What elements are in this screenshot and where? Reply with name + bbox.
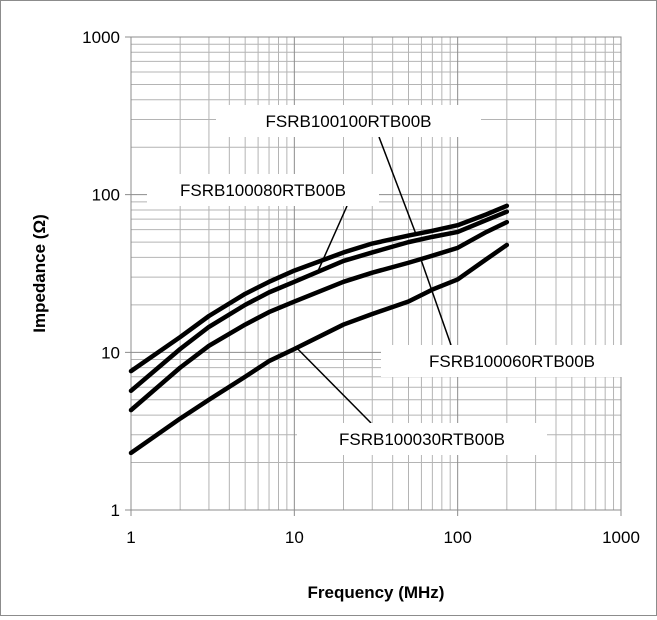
annotation-layer: FSRB100100RTB00B FSRB100080RTB00B FSRB1000…	[147, 105, 643, 455]
plot-area-border	[130, 36, 622, 511]
annotation-label: FSRB100030RTB00B	[339, 430, 505, 449]
y-tick-label: 10	[101, 343, 120, 362]
annotation-leader-line	[420, 260, 452, 346]
y-axis-title: Impedance (Ω)	[30, 214, 49, 333]
annotation-leader-line	[378, 136, 418, 236]
x-tick-label: 100	[443, 528, 471, 547]
x-axis-title: Frequency (MHz)	[308, 583, 445, 602]
series-layer	[128, 203, 510, 456]
annotation-label: FSRB100080RTB00B	[180, 181, 346, 200]
y-tick-label: 1	[111, 501, 120, 520]
x-tick-label: 10	[285, 528, 304, 547]
annotation-label: FSRB100060RTB00B	[429, 352, 595, 371]
y-tick-label: 1000	[82, 28, 120, 47]
series-line-1	[128, 203, 510, 374]
x-tick-label: 1000	[602, 528, 640, 547]
tick-labels: 1 10 100 1000 1 10 100 1000	[82, 28, 640, 547]
y-tick-label: 100	[92, 186, 120, 205]
annotation-box	[297, 423, 547, 455]
annotation-leader-line	[297, 348, 372, 424]
series-line-4	[128, 242, 510, 456]
annotation-box	[147, 174, 379, 206]
x-tick-label: 1	[126, 528, 135, 547]
series-line-2	[128, 209, 510, 394]
annotation-box	[381, 345, 643, 377]
annotation-label: FSRB100100RTB00B	[265, 112, 431, 131]
annotation-leader-line	[317, 205, 348, 271]
annotation-box	[216, 105, 481, 137]
series-line-3	[128, 219, 510, 413]
